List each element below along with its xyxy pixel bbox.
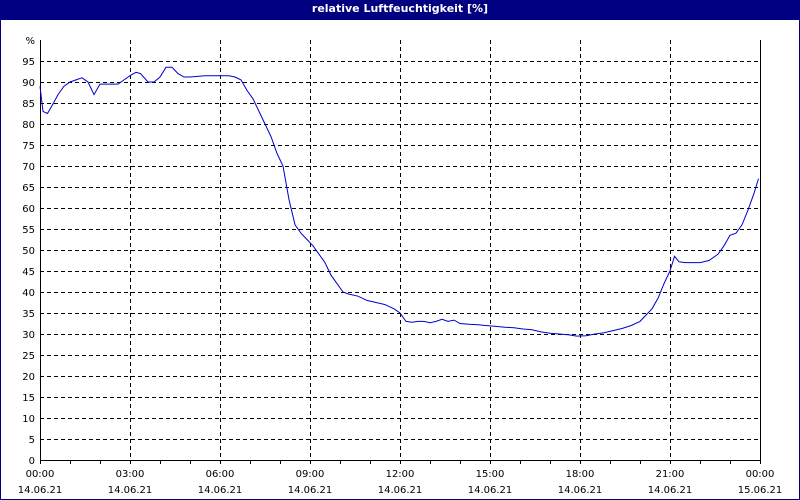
x-tick-time: 06:00 <box>206 469 235 480</box>
y-tick-label: 0 <box>29 456 35 467</box>
x-tick-time: 12:00 <box>386 469 415 480</box>
y-tick-label: 45 <box>22 267 35 278</box>
y-tick-label: 80 <box>22 120 35 131</box>
y-tick-label: 30 <box>22 330 35 341</box>
y-tick-label: 85 <box>22 99 35 110</box>
grid-lines <box>40 40 760 460</box>
x-tick-date: 14.06.21 <box>288 485 333 496</box>
y-tick-label: 70 <box>22 162 35 173</box>
x-tick-date: 14.06.21 <box>468 485 513 496</box>
x-tick-date: 14.06.21 <box>18 485 63 496</box>
y-tick-label: 15 <box>22 393 35 404</box>
y-tick-label: 40 <box>22 288 35 299</box>
axes <box>40 40 761 464</box>
y-tick-label: 20 <box>22 372 35 383</box>
y-tick-label: 25 <box>22 351 35 362</box>
y-tick-label: 95 <box>22 57 35 68</box>
x-tick-time: 00:00 <box>746 469 775 480</box>
y-tick-label: 75 <box>22 141 35 152</box>
y-tick-label: 5 <box>29 435 35 446</box>
y-tick-label: 35 <box>22 309 35 320</box>
x-tick-date: 14.06.21 <box>198 485 243 496</box>
x-tick-time: 09:00 <box>296 469 325 480</box>
x-tick-time: 21:00 <box>656 469 685 480</box>
chart-title: relative Luftfeuchtigkeit [%] <box>0 0 800 20</box>
y-tick-label: 50 <box>22 246 35 257</box>
x-tick-time: 15:00 <box>476 469 505 480</box>
x-tick-time: 00:00 <box>26 469 55 480</box>
y-tick-label: 90 <box>22 78 35 89</box>
y-tick-label: 60 <box>22 204 35 215</box>
x-tick-time: 03:00 <box>116 469 145 480</box>
x-tick-date: 15.06.21 <box>738 485 783 496</box>
x-axis-labels: 00:00 14.06.21 03:00 14.06.21 06:00 14.06.21 0… <box>18 469 783 496</box>
humidity-series-line <box>39 66 759 337</box>
y-tick-label: % <box>25 36 35 47</box>
x-tick-date: 14.06.21 <box>558 485 603 496</box>
y-axis-labels: 0 5 10 15 20 25 30 35 40 45 50 55 60 65 70 75 80 85 90 95% <box>22 36 35 467</box>
y-tick-label: 65 <box>22 183 35 194</box>
x-tick-date: 14.06.21 <box>108 485 153 496</box>
y-tick-label: 55 <box>22 225 35 236</box>
x-tick-date: 14.06.21 <box>378 485 423 496</box>
y-tick-label: 10 <box>22 414 35 425</box>
x-tick-date: 14.06.21 <box>648 485 693 496</box>
x-tick-time: 18:00 <box>566 469 595 480</box>
